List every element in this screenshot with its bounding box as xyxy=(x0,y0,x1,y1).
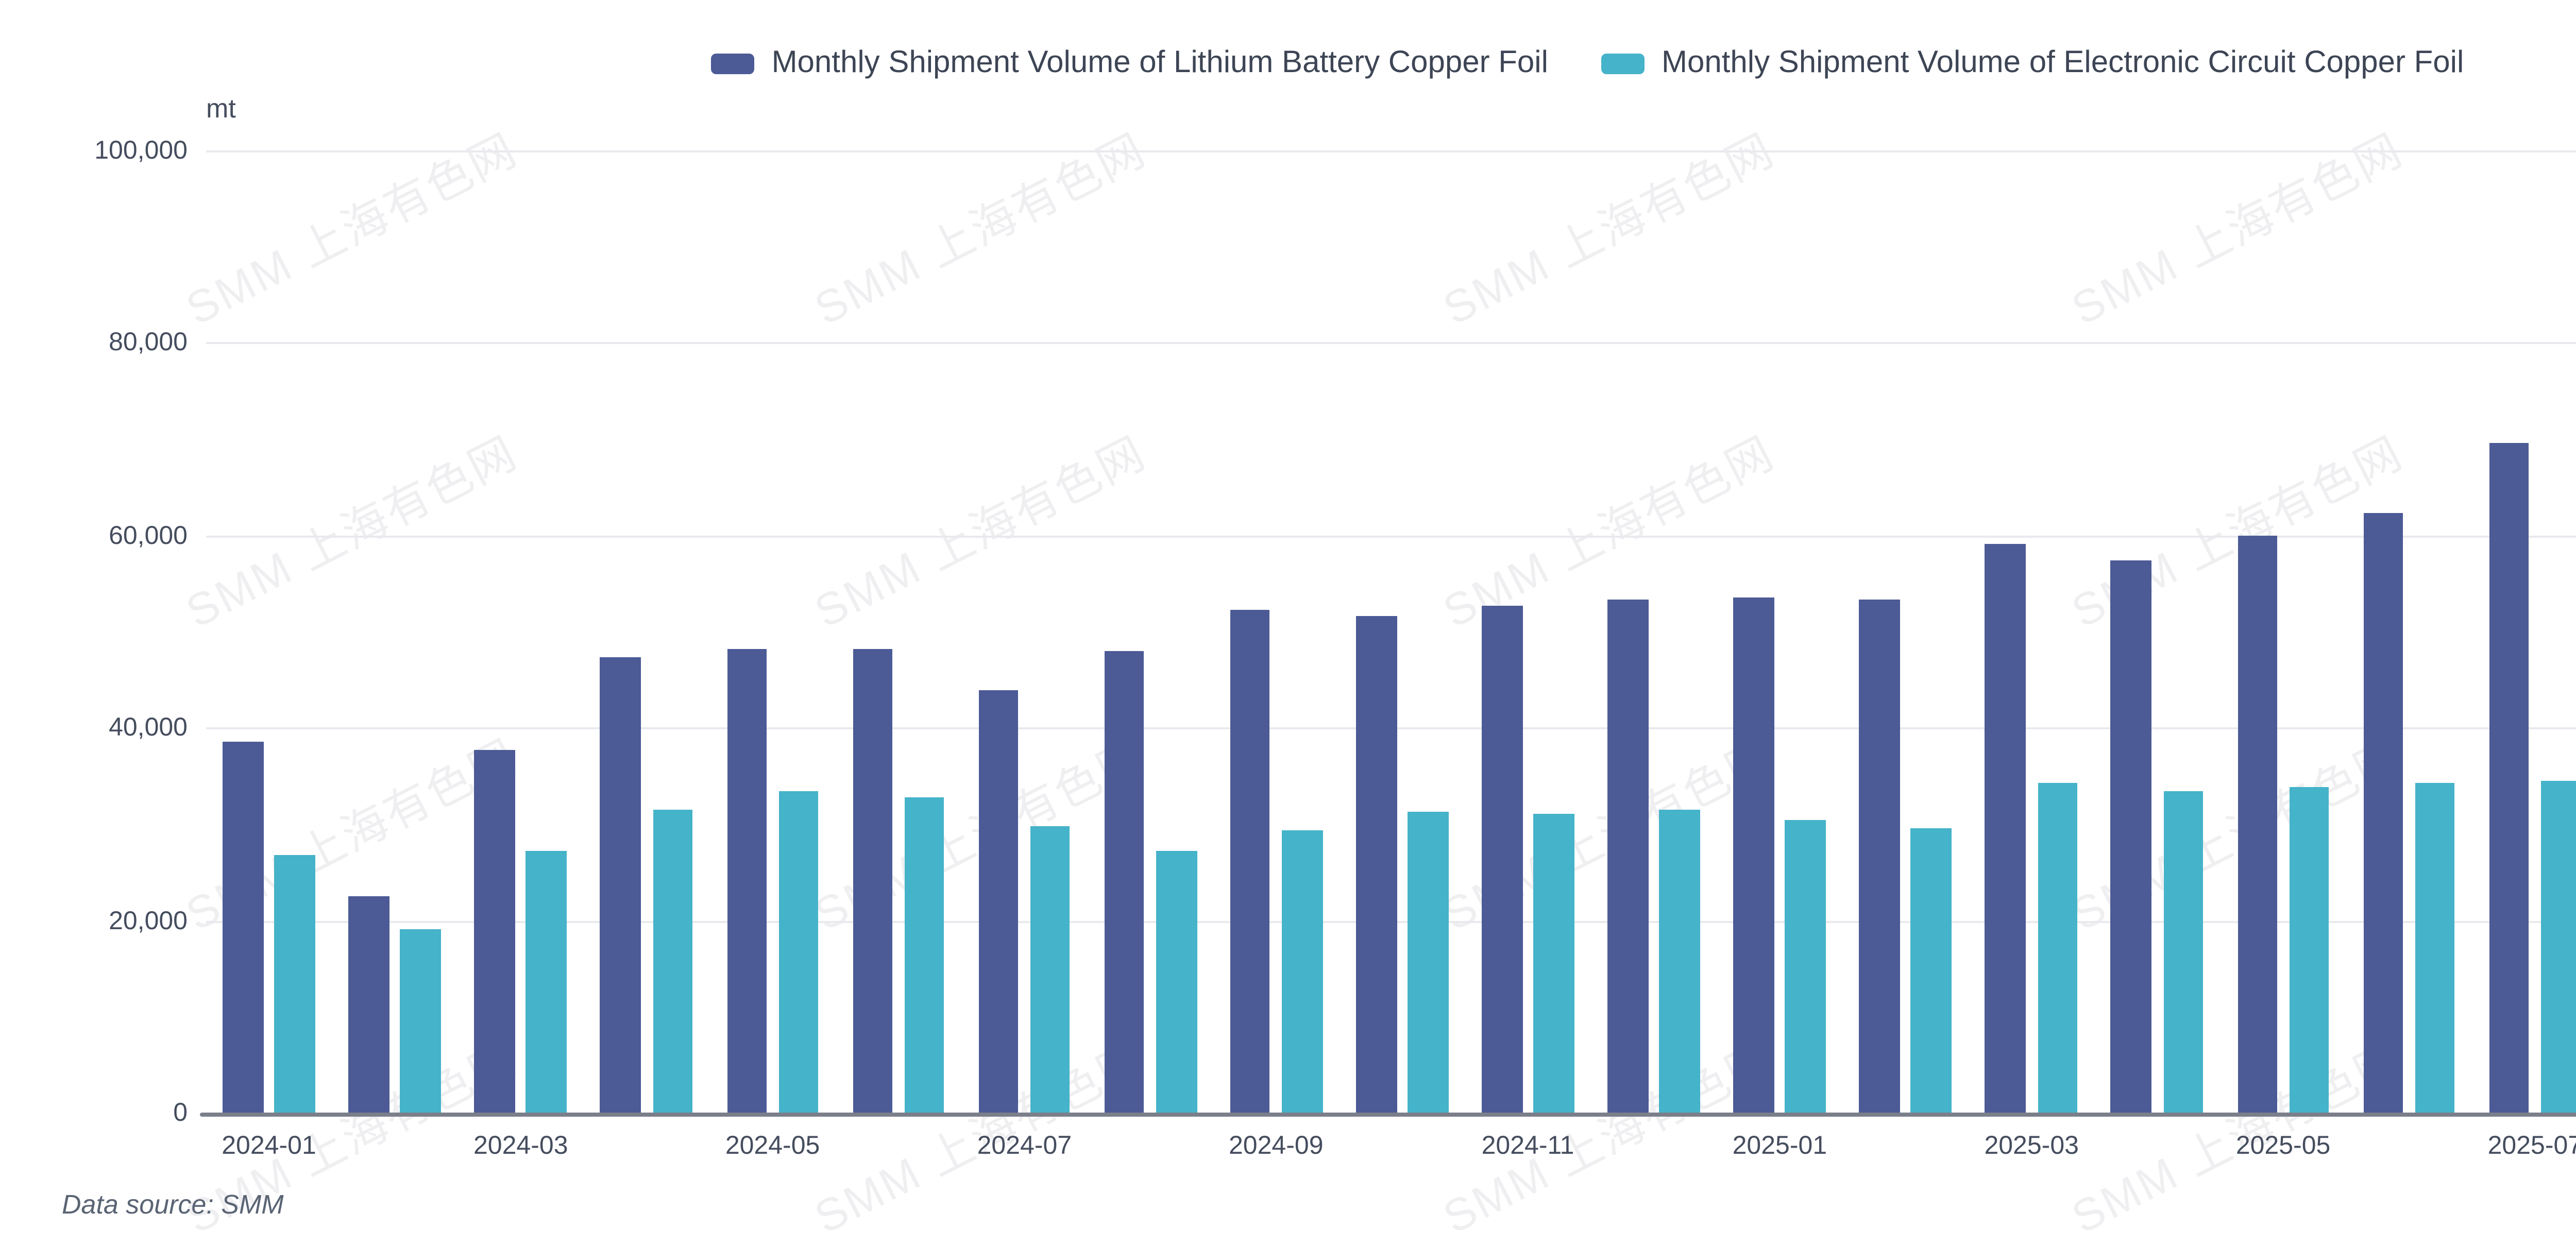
bar-electronic[interactable] xyxy=(1408,812,1448,1113)
bar-lithium[interactable] xyxy=(474,749,515,1113)
y-axis-tick-label: 100,000 xyxy=(94,136,188,165)
bar-electronic[interactable] xyxy=(1156,851,1197,1113)
bar-lithium[interactable] xyxy=(348,897,389,1113)
x-axis-tick-label: 2024-05 xyxy=(725,1131,820,1160)
bar-lithium[interactable] xyxy=(2363,513,2404,1113)
bar-lithium[interactable] xyxy=(1104,652,1145,1113)
bar-electronic[interactable] xyxy=(1281,830,1323,1113)
x-axis-tick-label: 2024-11 xyxy=(1481,1131,1574,1160)
bar-electronic[interactable] xyxy=(400,930,441,1113)
legend: Monthly Shipment Volume of Lithium Batte… xyxy=(0,43,2576,84)
bar-electronic[interactable] xyxy=(2414,782,2455,1113)
y-axis-tick-label: 80,000 xyxy=(109,328,188,357)
smm-watermark: SMM 上海有色网 xyxy=(1435,124,1783,335)
data-source-note: Data source: SMM xyxy=(62,1189,284,1220)
smm-watermark: SMM 上海有色网 xyxy=(806,426,1154,638)
smm-watermark: SMM 上海有色网 xyxy=(806,124,1154,335)
bar-electronic[interactable] xyxy=(1785,820,1826,1113)
bar-lithium[interactable] xyxy=(978,689,1019,1113)
x-axis-tick-label: 2024-09 xyxy=(1229,1131,1324,1160)
gridline xyxy=(206,343,2576,345)
y-axis-tick-label: 20,000 xyxy=(109,906,188,935)
bar-lithium[interactable] xyxy=(2488,442,2530,1113)
bar-electronic[interactable] xyxy=(1659,809,1700,1113)
bar-lithium[interactable] xyxy=(223,742,264,1113)
bar-electronic[interactable] xyxy=(2540,781,2576,1113)
bar-lithium[interactable] xyxy=(1482,605,1522,1113)
bar-lithium[interactable] xyxy=(1859,600,1900,1113)
bar-lithium[interactable] xyxy=(600,657,641,1113)
bar-electronic[interactable] xyxy=(778,790,819,1113)
y-axis-tick-label: 60,000 xyxy=(109,521,188,550)
y-axis-tick-label: 40,000 xyxy=(109,713,188,742)
bar-lithium[interactable] xyxy=(1733,596,1774,1113)
x-axis-tick-label: 2024-07 xyxy=(977,1131,1072,1160)
bar-electronic[interactable] xyxy=(2037,783,2078,1113)
bar-electronic[interactable] xyxy=(904,798,945,1113)
x-axis-tick-label: 2024-01 xyxy=(222,1131,316,1160)
bar-lithium[interactable] xyxy=(2111,561,2152,1113)
gridline xyxy=(206,535,2576,538)
bar-electronic[interactable] xyxy=(274,855,315,1113)
gridline xyxy=(206,150,2576,152)
bar-lithium[interactable] xyxy=(726,648,767,1113)
bar-electronic[interactable] xyxy=(1533,814,1574,1113)
legend-swatch-electronic-icon xyxy=(1602,54,1645,74)
legend-item-electronic-circuit-copper-foil[interactable]: Monthly Shipment Volume of Electronic Ci… xyxy=(1602,43,2464,84)
x-axis-tick-label: 2025-01 xyxy=(1732,1131,1827,1160)
legend-label-lithium: Monthly Shipment Volume of Lithium Batte… xyxy=(771,45,1548,80)
bar-lithium[interactable] xyxy=(852,648,893,1113)
x-axis-tick-label: 2025-03 xyxy=(1984,1131,2079,1160)
smm-watermark: SMM 上海有色网 xyxy=(178,124,526,335)
legend-label-electronic: Monthly Shipment Volume of Electronic Ci… xyxy=(1662,45,2464,80)
x-axis-tick-label: 2025-07 xyxy=(2487,1131,2576,1160)
legend-item-lithium-battery-copper-foil[interactable]: Monthly Shipment Volume of Lithium Batte… xyxy=(711,43,1548,84)
bar-lithium[interactable] xyxy=(2237,535,2278,1113)
bar-electronic[interactable] xyxy=(1030,826,1071,1113)
bar-electronic[interactable] xyxy=(2289,787,2330,1113)
smm-watermark: SMM 上海有色网 xyxy=(2063,124,2411,335)
bar-lithium[interactable] xyxy=(1985,544,2026,1113)
bar-lithium[interactable] xyxy=(1230,609,1270,1113)
y-axis-unit-label: mt xyxy=(206,93,236,124)
y-axis-tick-label: 0 xyxy=(173,1098,188,1127)
smm-watermark: SMM 上海有色网 xyxy=(178,426,526,638)
bar-lithium[interactable] xyxy=(1355,615,1397,1113)
x-axis-line xyxy=(200,1113,2576,1117)
legend-swatch-lithium-icon xyxy=(711,54,755,74)
bar-electronic[interactable] xyxy=(652,810,693,1113)
x-axis-tick-label: 2025-05 xyxy=(2235,1131,2331,1160)
bar-electronic[interactable] xyxy=(526,850,567,1113)
bar-electronic[interactable] xyxy=(2163,790,2204,1113)
bar-lithium[interactable] xyxy=(1607,600,1649,1113)
bar-electronic[interactable] xyxy=(1911,828,1952,1113)
x-axis-tick-label: 2024-03 xyxy=(473,1131,568,1160)
